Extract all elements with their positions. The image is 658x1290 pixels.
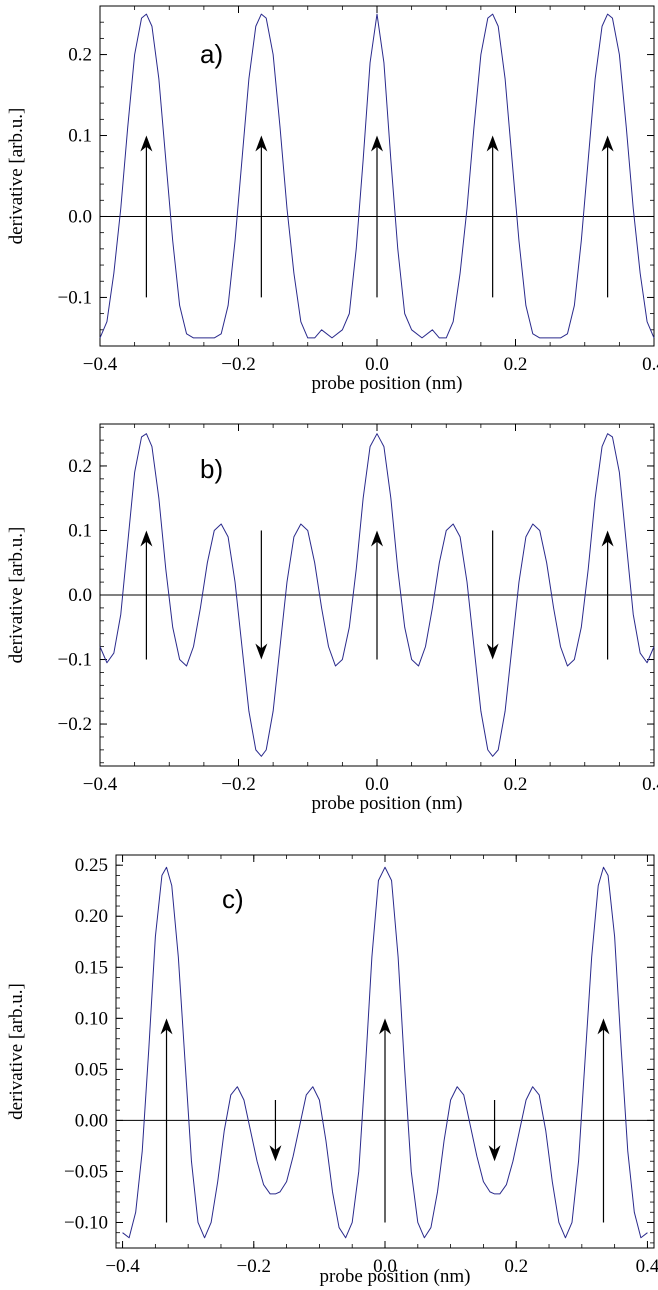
x-axis-title: probe position (nm) (320, 1266, 471, 1287)
arrow-down-4 (488, 1099, 501, 1162)
x-tick-label: −0.4 (83, 774, 118, 795)
x-tick-label: 0.2 (504, 1256, 528, 1277)
arrow-head (140, 530, 153, 547)
chart-panel-1: −0.4 −0.2 0.0 0.2 0.4 −0.1 0.0 0.1 0.2 a) probe po… (6, 5, 658, 394)
arrow-up-3 (371, 530, 383, 660)
x-tick-label: 0.0 (365, 774, 389, 795)
y-tick-label: 0.25 (75, 855, 108, 876)
arrow-up-1 (160, 1018, 173, 1223)
y-tick-label: 0.1 (68, 126, 92, 147)
arrow-head (255, 643, 268, 660)
y-tick-label: 0.00 (75, 1110, 108, 1131)
x-tick-label: −0.4 (83, 354, 118, 375)
arrow-head (255, 135, 268, 152)
x-tick-label: 0.2 (504, 354, 528, 375)
arrow-head (601, 530, 614, 547)
y-tick-label: 0.2 (68, 456, 92, 477)
y-tick-label: −0.1 (58, 650, 92, 671)
arrow-head (160, 1018, 173, 1035)
x-axis-title: probe position (nm) (312, 793, 463, 814)
y-tick-label: 0.15 (75, 957, 108, 978)
x-tick-label: 0.4 (642, 354, 658, 375)
arrow-head (597, 1018, 610, 1035)
panel-label: b) (200, 454, 223, 484)
y-tick-label: −0.2 (58, 714, 92, 735)
arrow-up-1 (140, 135, 153, 298)
arrow-up-2 (255, 135, 268, 298)
arrow-up-5 (601, 135, 614, 298)
chart-panel-2: −0.4 −0.2 0.0 0.2 0.4 −0.2 −0.1 0.0 0.1 0.2 b) prob… (6, 423, 658, 814)
arrow-up-5 (597, 1018, 610, 1223)
x-tick-label: 0.0 (373, 1256, 397, 1277)
arrow-up-3 (371, 135, 383, 298)
x-tick-label: −0.4 (105, 1256, 140, 1277)
arrow-up-5 (601, 530, 614, 660)
series-line-1 (99, 433, 655, 757)
y-tick-label: 0.2 (68, 45, 92, 66)
y-axis-title: derivative [arb.u.] (6, 108, 27, 245)
x-tick-label: −0.2 (221, 354, 255, 375)
y-tick-label: −0.10 (64, 1212, 108, 1233)
arrow-head (371, 530, 383, 547)
y-tick-label: 0.20 (75, 906, 108, 927)
y-tick-label: 0.10 (75, 1008, 108, 1029)
x-tick-label: −0.2 (221, 774, 255, 795)
panel-label: a) (200, 39, 223, 69)
arrow-down-4 (486, 530, 499, 660)
x-axis-title: probe position (nm) (312, 373, 463, 394)
chart-panel-3: −0.4 −0.2 0.0 0.2 0.4 −0.10 −0.05 0.00 0.05 0.10 0… (6, 854, 658, 1287)
x-tick-label: 0.2 (504, 774, 528, 795)
arrow-down-2 (269, 1099, 282, 1162)
series-line-1 (99, 13, 655, 339)
y-tick-label: 0.1 (68, 520, 92, 541)
arrow-down-2 (255, 530, 268, 660)
y-axis-title: derivative [arb.u.] (6, 983, 27, 1120)
arrow-head (486, 135, 499, 152)
panel-label: c) (222, 884, 244, 914)
x-tick-label: 0.4 (642, 774, 658, 795)
x-tick-label: −0.2 (237, 1256, 271, 1277)
arrow-up-4 (486, 135, 499, 298)
arrow-up-1 (140, 530, 153, 660)
y-tick-label: 0.0 (68, 585, 92, 606)
arrow-up-3 (379, 1018, 391, 1223)
y-tick-label: −0.05 (64, 1161, 108, 1182)
arrow-head (371, 135, 383, 152)
x-tick-label: 0.0 (365, 354, 389, 375)
arrow-head (601, 135, 614, 152)
series-line-1 (122, 866, 648, 1239)
arrow-head (379, 1018, 391, 1035)
y-tick-label: 0.05 (75, 1059, 108, 1080)
x-tick-label: 0.4 (636, 1256, 658, 1277)
arrow-head (486, 643, 499, 660)
y-axis-title: derivative [arb.u.] (6, 527, 27, 664)
arrow-head (488, 1145, 501, 1162)
y-tick-label: 0.0 (68, 206, 92, 227)
arrow-head (269, 1145, 282, 1162)
y-tick-label: −0.1 (58, 287, 92, 308)
arrow-head (140, 135, 153, 152)
